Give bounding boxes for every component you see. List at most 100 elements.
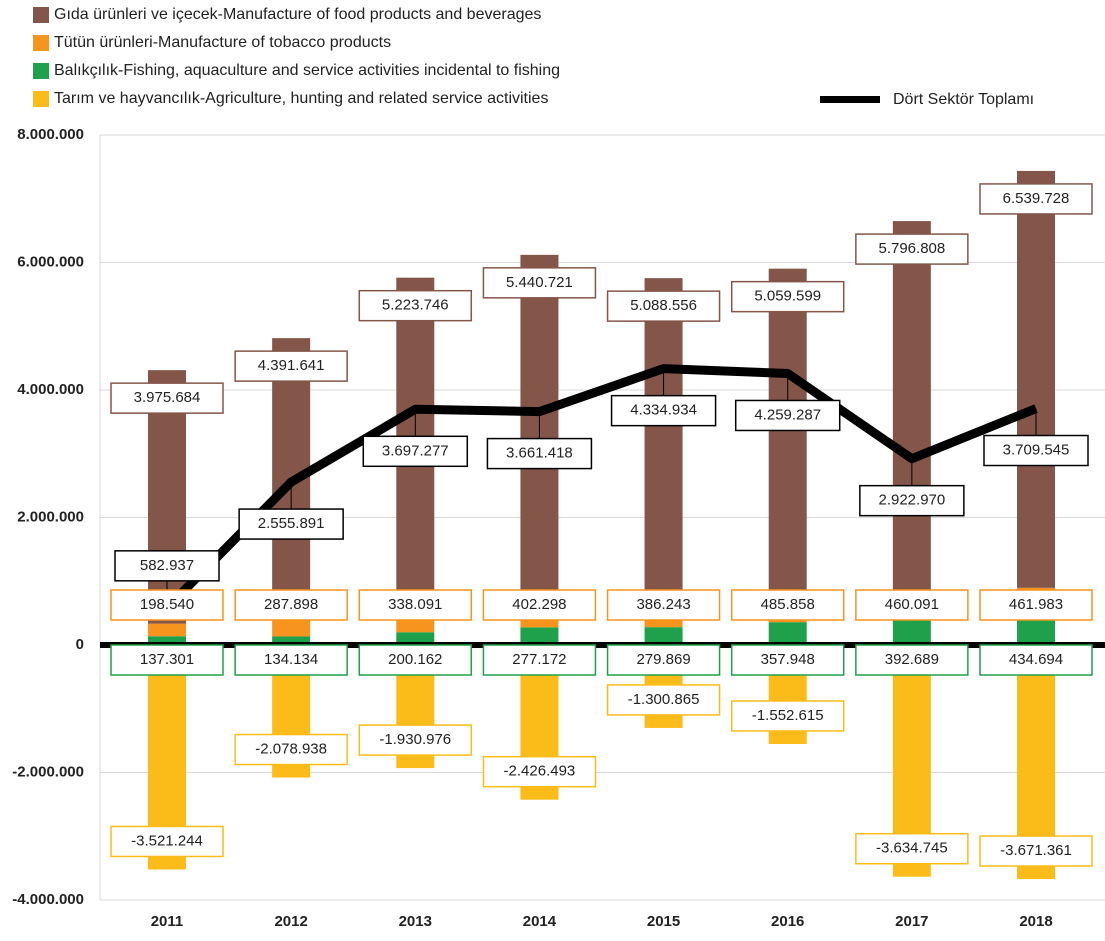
data-label-box [979,589,1093,621]
data-label: 5.059.599 [754,288,821,305]
data-label-box [110,589,224,621]
data-label: 4.259.287 [754,406,821,423]
data-label: 3.661.418 [506,445,573,462]
bar-segment [520,627,559,645]
data-label: -1.300.865 [628,691,700,708]
legend-swatch [33,91,49,107]
y-tick-label: 0 [76,636,84,653]
data-label-box [855,832,969,865]
data-label-box [358,589,473,621]
data-label: 3.975.684 [134,389,201,406]
data-label: 5.796.808 [878,240,945,257]
data-label: 392.689 [885,651,939,668]
bar-segment [644,278,683,603]
data-label: -2.426.493 [504,763,576,780]
bar-segment [272,618,311,637]
data-label: 277.172 [512,651,566,668]
x-tick-label: 2013 [399,913,432,930]
data-label: 461.983 [1009,596,1063,613]
data-label-box [110,382,224,414]
data-label: 200.162 [388,651,442,668]
data-label: 3.697.277 [382,442,449,459]
data-label-box [730,589,845,621]
data-label-box [606,684,721,716]
data-label-box [610,394,717,427]
data-label-box [855,589,969,621]
data-label: 434.694 [1009,651,1063,668]
x-tick-label: 2014 [523,913,557,930]
x-tick-label: 2012 [274,913,307,930]
data-label-box [362,435,469,468]
bar-segment [644,627,683,645]
legend-label: Tarım ve hayvancılık-Agriculture, huntin… [54,90,548,107]
x-tick-label: 2015 [647,913,680,930]
legend-label: Balıkçılık-Fishing, aquaculture and serv… [54,62,560,79]
data-label: 485.858 [761,596,815,613]
data-label: 6.539.728 [1003,190,1070,207]
data-label: 460.091 [885,596,939,613]
data-label: -1.552.615 [752,707,824,724]
y-tick-label: 4.000.000 [17,381,84,398]
legend-label: Dört Sektör Toplamı [893,91,1034,108]
data-label-box [482,755,597,788]
y-tick-label: 6.000.000 [17,253,84,270]
data-label-box [482,644,597,676]
bar-segment [396,632,435,645]
bar-segment [1017,617,1055,645]
bar-segment [892,619,931,645]
data-label-box [855,233,969,265]
y-tick-label: 8.000.000 [17,126,84,143]
bar-segment [148,636,186,645]
data-label: 3.709.545 [1003,441,1070,458]
legend-swatch [33,63,49,79]
data-label: -3.671.361 [1000,842,1072,859]
data-label: 134.134 [264,651,318,668]
legend-swatch [33,7,49,23]
legend-label: Tütün ürünleri-Manufacture of tobacco pr… [54,34,391,51]
data-label-box [979,644,1093,676]
data-label-box [606,589,721,621]
data-label-box [482,267,597,299]
data-label-box [730,280,845,313]
data-label: 5.440.721 [506,274,573,291]
data-label: 4.391.641 [258,357,325,374]
data-label-box [730,644,845,676]
bar-segment [892,221,931,591]
y-tick-label: -4.000.000 [12,891,84,908]
bar-segment [272,636,311,645]
data-label-box [234,350,348,382]
data-label: -2.078.938 [255,741,327,758]
data-label: 386.243 [636,596,690,613]
data-label-box [358,724,473,756]
data-label-box [606,644,721,676]
x-tick-label: 2018 [1019,913,1052,930]
y-tick-label: 2.000.000 [17,508,84,525]
bar-segment [148,623,186,637]
data-label: 2.555.891 [258,515,325,532]
data-label-box [486,437,593,470]
data-label-box [979,835,1093,867]
data-label: 2.922.970 [878,492,945,509]
y-tick-label: -2.000.000 [12,763,84,780]
data-label-box [358,644,473,676]
data-label: 137.301 [140,651,194,668]
data-label-box [110,644,224,676]
x-tick-label: 2011 [151,913,184,930]
total-line [163,364,1038,611]
data-label-box [855,644,969,676]
data-label: 5.088.556 [630,297,697,314]
data-label: 357.948 [761,651,815,668]
data-label: 279.869 [636,651,690,668]
x-tick-label: 2016 [771,913,804,930]
data-label: -3.634.745 [876,840,948,857]
data-label: -1.930.976 [379,731,451,748]
data-label: 5.223.746 [382,297,449,314]
bar-segment [768,622,807,645]
data-label-box [482,589,597,621]
data-label: -3.521.244 [131,832,203,849]
data-label-box [110,825,224,858]
data-label: 582.937 [140,557,194,574]
data-label-box [730,700,845,732]
data-label-box [234,644,348,676]
